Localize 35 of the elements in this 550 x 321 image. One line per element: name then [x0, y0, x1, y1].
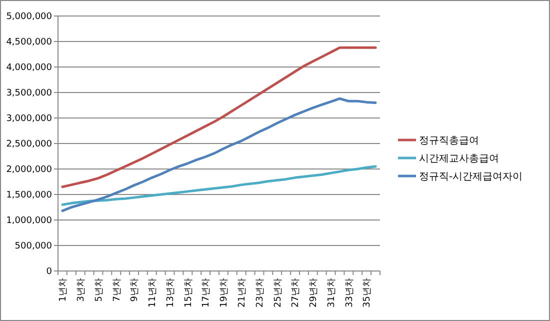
- x-tick-label: 9년차: [130, 278, 140, 302]
- y-tick-label: 0: [46, 267, 52, 278]
- y-tick-label: 3,000,000: [6, 114, 52, 124]
- legend-label: 시간제교사총급여: [419, 154, 499, 164]
- y-tick-label: 500,000: [14, 242, 52, 252]
- x-tick-label: 13년차: [166, 278, 176, 308]
- x-tick-label: 35년차: [362, 278, 373, 308]
- x-tick-label: 7년차: [112, 278, 122, 302]
- legend-label: 정규직-시간제급여자이: [419, 172, 523, 182]
- x-tick-label: 25년차: [273, 278, 284, 308]
- x-tick-label: 19년차: [220, 278, 230, 308]
- y-tick-label: 2,000,000: [6, 165, 52, 176]
- x-tick-label: 23년차: [255, 278, 266, 308]
- x-tick-label: 5년차: [94, 278, 104, 302]
- x-tick-label: 33년차: [344, 278, 355, 308]
- x-tick-label: 1년차: [58, 278, 69, 302]
- y-tick-label: 1,000,000: [6, 216, 52, 226]
- y-tick-label: 4,000,000: [6, 63, 52, 74]
- y-tick-label: 4,500,000: [6, 38, 52, 48]
- y-tick-label: 1,500,000: [6, 190, 52, 201]
- x-tick-label: 17년차: [202, 278, 212, 308]
- y-tick-label: 2,500,000: [6, 140, 52, 150]
- line-series: [61, 97, 377, 212]
- line-series: [61, 165, 377, 206]
- x-tick-label: 29년차: [309, 278, 320, 308]
- x-tick-label: 21년차: [238, 278, 248, 308]
- legend-label: 정규직총급여: [419, 136, 479, 146]
- x-tick-label: 11년차: [148, 278, 158, 308]
- line-series: [61, 46, 377, 188]
- x-tick-label: 31년차: [326, 278, 337, 308]
- x-tick-label: 15년차: [184, 278, 194, 308]
- x-tick-label: 3년차: [76, 278, 87, 302]
- x-tick-label: 27년차: [291, 278, 302, 308]
- y-tick-label: 5,000,000: [6, 12, 52, 22]
- y-tick-label: 3,500,000: [6, 88, 52, 99]
